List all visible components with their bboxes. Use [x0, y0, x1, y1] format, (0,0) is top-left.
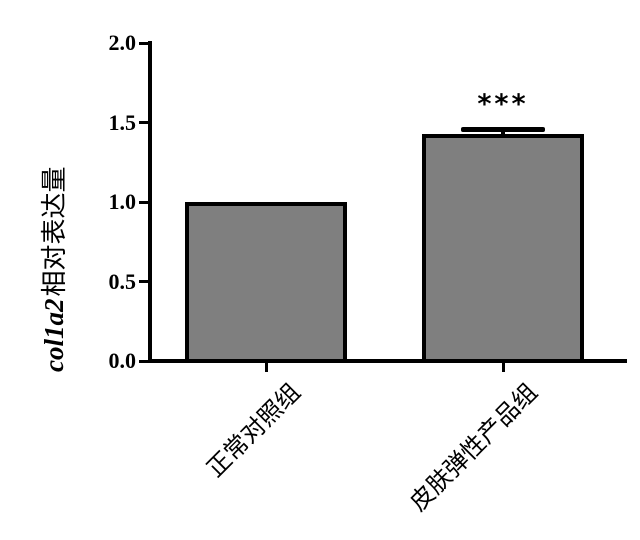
y-tick: [139, 121, 150, 124]
y-axis-line: [148, 41, 152, 363]
bar: [422, 134, 584, 363]
bar: [185, 202, 347, 363]
y-tick-label: 1.5: [108, 109, 137, 135]
y-tick-label: 2.0: [108, 30, 137, 55]
x-axis-line: [148, 359, 627, 363]
x-tick: [501, 363, 505, 372]
significance-label: ***: [477, 89, 529, 120]
x-category-label: 正常对照组: [202, 379, 306, 483]
y-tick: [139, 200, 150, 204]
error-bar-cap: [461, 127, 545, 132]
x-tick: [264, 363, 268, 372]
y-tick: [139, 41, 150, 45]
y-tick-label: 0.0: [108, 348, 137, 373]
y-tick-label: 0.5: [108, 268, 137, 294]
y-tick: [139, 359, 150, 363]
error-bar-line: [501, 129, 505, 136]
x-category-label: 皮肤弹性产品组: [405, 379, 543, 517]
y-tick-label: 1.0: [108, 189, 137, 214]
y-tick: [139, 280, 150, 283]
